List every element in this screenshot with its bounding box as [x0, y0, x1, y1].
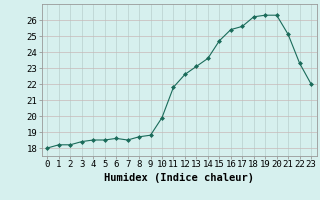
- X-axis label: Humidex (Indice chaleur): Humidex (Indice chaleur): [104, 173, 254, 183]
